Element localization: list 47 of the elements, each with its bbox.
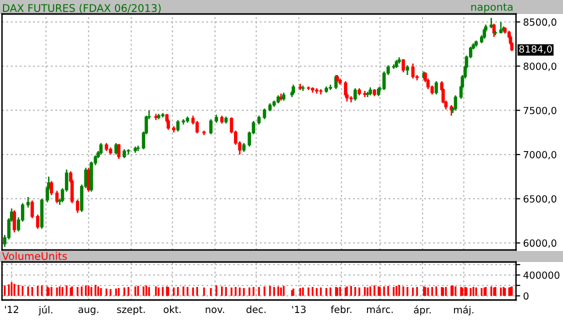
y-tick-label: 0	[524, 292, 528, 300]
candlestick	[196, 120, 199, 134]
candlestick	[411, 62, 415, 80]
y-tick-label: 6500,0	[524, 195, 556, 204]
x-tick-label: febr.	[330, 306, 352, 314]
candlestick	[382, 70, 386, 91]
candlestick	[209, 118, 213, 135]
candlestick	[55, 190, 59, 204]
candlestick	[402, 58, 405, 74]
candlestick	[490, 17, 493, 29]
x-tick-label: dec.	[246, 306, 266, 314]
x-tick-label: '12	[5, 306, 18, 313]
x-tick-label: aug.	[78, 308, 98, 315]
y-tick-label: 6000,0	[524, 239, 556, 248]
y-tick-label: 7500,0	[524, 106, 556, 116]
candlestick	[176, 119, 180, 132]
candlestick	[30, 200, 34, 219]
candlestick	[406, 64, 410, 76]
x-tick-label: máj.	[454, 306, 474, 316]
candlestick	[36, 214, 40, 230]
candlestick	[292, 84, 296, 96]
x-tick-label: '13	[292, 306, 306, 314]
x-tick-label: szept.	[117, 306, 145, 315]
chart-title: DAX FUTURES (FDAX 06/2013)	[3, 4, 161, 14]
candlestick	[76, 198, 80, 214]
candlestick	[262, 108, 266, 120]
y-tick-label: 8500,0	[524, 18, 556, 27]
x-tick-label: nov.	[206, 308, 224, 314]
x-tick-label: okt.	[164, 306, 181, 314]
x-tick-label: márc.	[367, 305, 393, 314]
candlestick	[12, 210, 16, 234]
text: naponta	[471, 3, 512, 13]
candlestick	[454, 94, 458, 112]
candlestick	[499, 21, 503, 34]
candlestick	[99, 142, 103, 156]
x-tick-label: ápr.	[414, 306, 431, 316]
y-tick-label: 400000	[523, 271, 560, 279]
candlestick	[354, 88, 357, 102]
y-tick-label: 8000,0	[524, 62, 556, 71]
candlestick	[26, 196, 30, 208]
candlestick	[117, 143, 120, 160]
chart-title: VolumeUnits	[2, 252, 67, 260]
x-tick-label: júl.	[38, 306, 52, 316]
annotation: 8184,0	[519, 45, 552, 54]
candlestick	[434, 80, 438, 96]
candlestick	[50, 180, 54, 196]
y-tick-label: 7000,0	[524, 151, 556, 160]
